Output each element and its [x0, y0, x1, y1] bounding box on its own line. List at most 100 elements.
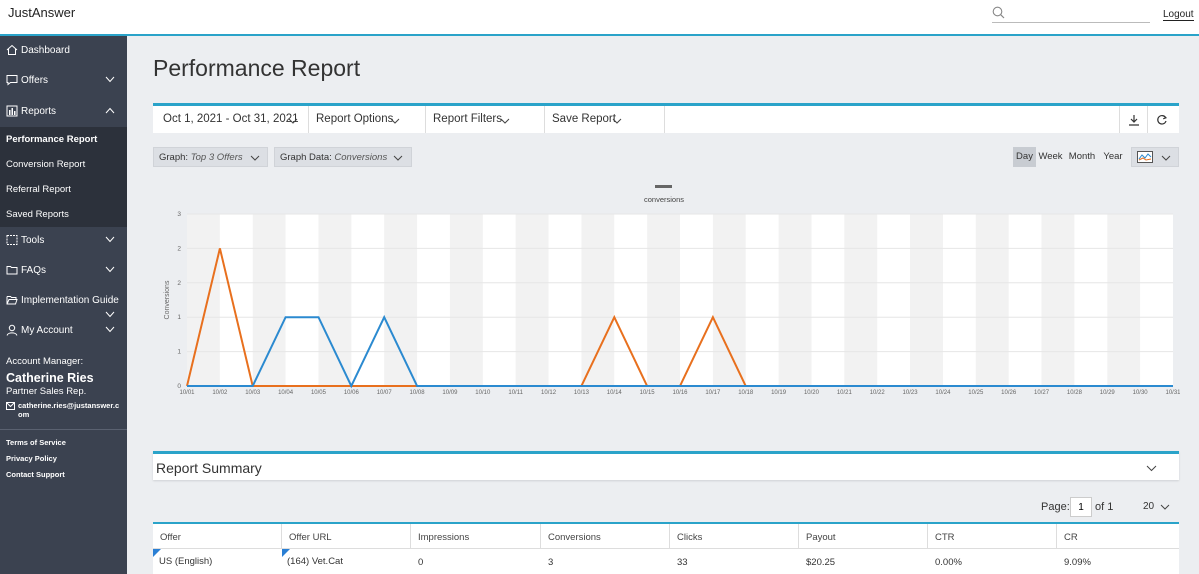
x-tick-label: 10/10 [475, 390, 491, 396]
period-month-button[interactable]: Month [1068, 151, 1096, 162]
plot-band [581, 214, 615, 386]
table-cell-offer[interactable]: US (English) [153, 549, 282, 574]
chart-x-ticks: 10/01 10/02 10/03 10/04 10/05 10/06 10/07 10/08… [179, 390, 1180, 396]
sidebar-item-tools[interactable]: Tools [0, 227, 127, 253]
brand-logo[interactable]: JustAnswer [8, 5, 76, 20]
plot-band [975, 214, 1009, 386]
page-size-dropdown[interactable]: 20 [1143, 501, 1170, 512]
column-header-offer[interactable]: Offer [153, 524, 282, 549]
report-summary-title: Report Summary [156, 460, 262, 476]
sidebar-item-label: Reports [21, 106, 57, 117]
period-day-button[interactable]: Day [1013, 147, 1036, 167]
table-cell-payout: $20.25 [799, 549, 928, 574]
contact-support-link[interactable]: Contact Support [6, 470, 65, 479]
refresh-button[interactable] [1147, 106, 1175, 133]
table-cell-cr: 9.09% [1057, 549, 1179, 574]
column-header-label: Payout [806, 532, 836, 543]
period-week-button[interactable]: Week [1038, 151, 1063, 162]
graph-offers-label: Graph: [159, 152, 189, 163]
column-header-offer-url[interactable]: Offer URL [282, 524, 411, 549]
sidebar-item-my-account[interactable]: My Account [0, 317, 127, 343]
envelope-icon [6, 402, 15, 410]
report-filters-dropdown[interactable]: Report Filters [426, 106, 545, 133]
search-box[interactable] [992, 5, 1150, 23]
column-header-clicks[interactable]: Clicks [670, 524, 799, 549]
sidebar-item-faqs[interactable]: FAQs [0, 257, 127, 283]
submenu-conversion-report[interactable]: Conversion Report [6, 159, 86, 170]
sidebar-item-label: Offers [21, 75, 49, 86]
page-size-value: 20 [1143, 501, 1155, 512]
chart-series [186, 248, 1173, 389]
graph-data-value: Conversions [334, 152, 388, 163]
column-header-label: Impressions [418, 532, 470, 543]
chevron-down-icon [393, 155, 403, 161]
submenu-referral-report[interactable]: Referral Report [6, 184, 71, 195]
save-report-dropdown[interactable]: Save Report [545, 106, 665, 133]
cell-text: $20.25 [806, 557, 836, 568]
column-header-ctr[interactable]: CTR [928, 524, 1057, 549]
column-header-payout[interactable]: Payout [799, 524, 928, 549]
x-tick-label: 10/12 [541, 390, 557, 396]
account-manager-email[interactable]: catherine.ries@justanswer.com [6, 401, 121, 419]
report-options-dropdown[interactable]: Report Options [308, 106, 426, 133]
x-tick-label: 10/20 [804, 390, 820, 396]
cell-text: 0 [418, 557, 424, 568]
x-tick-label: 10/19 [771, 390, 787, 396]
chevron-down-icon [105, 326, 115, 333]
table-cell-conversions: 3 [541, 549, 670, 574]
x-tick-label: 10/03 [245, 390, 261, 396]
sidebar-item-reports[interactable]: Reports [0, 98, 127, 124]
page-number-input[interactable] [1070, 497, 1092, 517]
bar-chart-icon [6, 105, 18, 117]
plot-band [187, 214, 220, 386]
report-summary-table: Offer Offer URL Impressions Conversions … [153, 522, 1179, 574]
chart-legend[interactable]: conversions [644, 185, 684, 204]
column-header-conversions[interactable]: Conversions [541, 524, 670, 549]
graph-data-dropdown[interactable]: Graph Data: Conversions [274, 147, 412, 167]
terms-of-service-link[interactable]: Terms of Service [6, 438, 66, 447]
plot-band [252, 214, 286, 386]
logout-link[interactable]: Logout [1163, 9, 1194, 21]
x-tick-label: 10/25 [968, 390, 984, 396]
date-range-dropdown[interactable]: Oct 1, 2021 - Oct 31, 2021 [153, 106, 308, 133]
y-tick-label: 2 [177, 280, 181, 287]
table-cell-offer-url[interactable]: (164) Vet.Cat [282, 549, 411, 574]
y-tick-label: 1 [177, 314, 181, 321]
chevron-down-icon [390, 118, 400, 124]
download-button[interactable] [1119, 106, 1147, 133]
graph-offers-text: Graph: Top 3 Offers [159, 152, 243, 163]
plot-band [712, 214, 746, 386]
x-tick-label: 10/21 [837, 390, 853, 396]
plot-band [910, 214, 943, 386]
y-tick-label: 0 [177, 383, 181, 390]
cell-text: 9.09% [1064, 557, 1091, 568]
chevron-down-icon [288, 118, 298, 124]
sidebar-item-dashboard[interactable]: Dashboard [0, 37, 127, 63]
search-input[interactable] [1012, 5, 1148, 21]
download-icon [1129, 115, 1139, 126]
chevron-down-icon [105, 311, 115, 318]
x-tick-label: 10/30 [1133, 390, 1149, 396]
page-label: Page: [1041, 501, 1070, 513]
report-summary-panel[interactable]: Report Summary [153, 451, 1179, 480]
graph-offers-dropdown[interactable]: Graph: Top 3 Offers [153, 147, 268, 167]
line-chart-icon [1137, 151, 1153, 163]
submenu-saved-reports[interactable]: Saved Reports [6, 209, 69, 220]
column-header-label: CR [1064, 532, 1078, 543]
chart-y-axis-label: Conversions [164, 280, 171, 319]
column-header-impressions[interactable]: Impressions [411, 524, 541, 549]
x-tick-label: 10/27 [1034, 390, 1050, 396]
x-tick-label: 10/18 [738, 390, 754, 396]
submenu-performance-report[interactable]: Performance Report [6, 134, 98, 145]
sidebar-item-offers[interactable]: Offers [0, 67, 127, 93]
column-header-label: Clicks [677, 532, 703, 543]
series-line-2 [187, 314, 1173, 389]
period-year-button[interactable]: Year [1103, 151, 1123, 162]
sidebar-item-implementation-guide[interactable]: Implementation Guide [0, 287, 127, 321]
privacy-policy-link[interactable]: Privacy Policy [6, 454, 57, 463]
sidebar: Dashboard Offers Reports Performance Rep… [0, 36, 127, 574]
column-header-cr[interactable]: CR [1057, 524, 1179, 549]
x-tick-label: 10/04 [278, 390, 294, 396]
cell-text: (164) Vet.Cat [287, 556, 343, 567]
chart-type-dropdown[interactable] [1131, 147, 1179, 167]
